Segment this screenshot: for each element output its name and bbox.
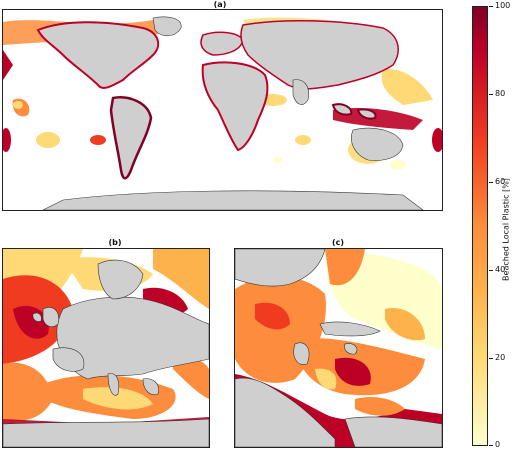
colorbar-tick-label: 0: [495, 440, 501, 449]
caribbean-map-svg: [235, 249, 442, 447]
colorbar-tick: [489, 358, 493, 359]
colorbar-tick: [489, 6, 493, 7]
colorbar-tick: [489, 445, 493, 446]
panel-c-title: (c): [331, 238, 345, 247]
panel-b-title: (b): [108, 238, 122, 247]
colorbar-tick: [489, 94, 493, 95]
colorbar-tick: [489, 182, 493, 183]
colorbar-tick-label: 40: [495, 265, 506, 274]
europe-plastic-layer: [3, 249, 209, 447]
europe-map-svg: [3, 249, 209, 447]
colorbar-tick-label: 20: [495, 353, 506, 362]
europe-land: [3, 259, 209, 447]
panel-a-title: (a): [213, 0, 227, 9]
colorbar-tick: [489, 270, 493, 271]
world-map-svg: [3, 16, 442, 210]
world-map: [2, 9, 443, 211]
colorbar-tick-label: 80: [495, 89, 506, 98]
europe-map: [2, 248, 210, 448]
colorbar-title: Beached Local Plastic [%]: [501, 178, 511, 281]
colorbar-tick-label: 60: [495, 177, 506, 186]
colorbar-tick-label: 100: [495, 1, 511, 10]
colorbar: [472, 6, 488, 446]
world-land: [36, 16, 424, 210]
caribbean-land: [235, 249, 442, 447]
caribbean-map: [234, 248, 443, 448]
